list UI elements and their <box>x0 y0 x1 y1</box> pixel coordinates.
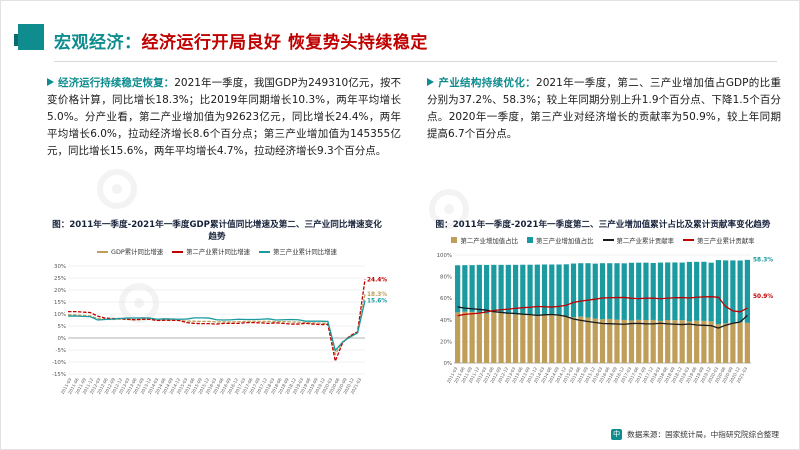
header-divider <box>54 61 777 62</box>
body-columns: 经济运行持续稳定恢复：2021年一季度，我国GDP为249310亿元，按不变价格… <box>47 75 781 160</box>
legend-label: 第二产业增加值占比 <box>460 236 518 245</box>
page-title-main: 经济运行开局良好 恢复势头持续稳定 <box>141 33 428 53</box>
svg-text:58.3%: 58.3% <box>753 257 773 263</box>
legend-item: 第二产业增加值占比 <box>451 236 518 245</box>
page-title: 宏观经济：经济运行开局良好 恢复势头持续稳定 <box>54 28 428 53</box>
legend-line-icon <box>172 250 184 253</box>
paragraph-economy: 经济运行持续稳定恢复：2021年一季度，我国GDP为249310亿元，按不变价格… <box>47 75 401 160</box>
data-source-text: 数据来源：国家统计局，中指研究院综合整理 <box>627 430 779 439</box>
legend-item: 第三产业累计贡献率 <box>683 236 755 245</box>
chart-gdp-growth-title: 图：2011年一季度-2021年一季度GDP累计值同比增速及第二、三产业同比增速… <box>52 220 382 242</box>
title-accent-square <box>18 24 44 50</box>
gdp-growth-line-chart: -15%-10%-5%0%5%10%15%20%25%30%2011-03201… <box>52 264 387 395</box>
legend-item: 第三产业累计同比增速 <box>259 247 337 256</box>
chart-gdp-growth-legend: GDP累计同比增速 第二产业累计同比增速 第三产业累计同比增速 <box>35 246 399 257</box>
legend-line-icon <box>97 250 109 253</box>
arrow-bullet-icon <box>47 78 54 86</box>
legend-line-icon <box>602 239 614 242</box>
chart-gdp-growth: 图：2011年一季度-2021年一季度GDP累计值同比增速及第二、三产业同比增速… <box>35 220 399 410</box>
legend-line-icon <box>259 250 271 253</box>
svg-text:-15%: -15% <box>52 372 66 378</box>
svg-text:5%: 5% <box>57 324 66 330</box>
legend-label: 第二产业累计贡献率 <box>616 236 675 245</box>
paragraph-structure-body: 2021年一季度，第二、三产业增加值占GDP的比重分别为37.2%、58.3%；… <box>427 77 782 140</box>
svg-text:-5%: -5% <box>56 348 67 354</box>
svg-text:15.6%: 15.6% <box>367 299 387 305</box>
gear-watermark-icon <box>97 169 137 209</box>
arrow-bullet-icon <box>427 78 434 86</box>
chart-industry-share: 图：2011年一季度-2021年一季度第二、三产业增加值累计占比及累计贡献率变化… <box>421 220 785 410</box>
legend-label: GDP累计同比增速 <box>111 248 164 257</box>
svg-text:15%: 15% <box>54 300 66 306</box>
legend-swatch-icon <box>451 237 458 244</box>
svg-text:30%: 30% <box>54 264 66 270</box>
svg-text:18.3%: 18.3% <box>367 292 387 298</box>
page-title-prefix: 宏观经济： <box>54 33 142 53</box>
svg-text:50.9%: 50.9% <box>753 294 773 300</box>
svg-text:10%: 10% <box>54 312 66 318</box>
svg-text:24.4%: 24.4% <box>367 278 387 284</box>
zhongzhi-logo: 中 <box>611 429 623 440</box>
chart-industry-share-legend: 第二产业增加值占比 第三产业增加值占比 第二产业累计贡献率 第三产业累计贡献率 <box>421 235 785 246</box>
legend-label: 第三产业累计贡献率 <box>697 236 755 245</box>
paragraph-economy-lead: 经济运行持续稳定恢复： <box>58 77 175 89</box>
svg-text:0%: 0% <box>57 336 66 342</box>
paragraph-structure-lead: 产业结构持续优化： <box>438 77 537 89</box>
svg-text:20%: 20% <box>54 288 66 294</box>
svg-text:40%: 40% <box>440 317 452 323</box>
legend-item: GDP累计同比增速 <box>97 247 163 256</box>
svg-text:20%: 20% <box>440 339 452 345</box>
legend-item: 第二产业累计贡献率 <box>602 236 675 245</box>
legend-swatch-icon <box>526 237 533 244</box>
svg-text:25%: 25% <box>54 276 66 282</box>
data-source-row: 中 数据来源：国家统计局，中指研究院综合整理 <box>611 429 779 440</box>
charts-row: 图：2011年一季度-2021年一季度GDP累计值同比增速及第二、三产业同比增速… <box>35 220 785 410</box>
legend-label: 第三产业增加值占比 <box>535 236 594 245</box>
legend-line-icon <box>683 239 695 242</box>
gear-watermark-icon <box>429 189 469 229</box>
legend-item: 第三产业增加值占比 <box>526 236 594 245</box>
legend-label: 第二产业累计同比增速 <box>186 248 251 257</box>
svg-text:-10%: -10% <box>52 360 66 366</box>
chart-industry-share-title: 图：2011年一季度-2021年一季度第二、三产业增加值累计占比及累计贡献率变化… <box>435 220 771 230</box>
svg-text:60%: 60% <box>440 296 452 302</box>
legend-item: 第二产业累计同比增速 <box>172 247 250 256</box>
paragraph-economy-body: 2021年一季度，我国GDP为249310亿元，按不变价格计算，同比增长18.3… <box>47 77 402 157</box>
svg-text:0%: 0% <box>443 361 452 367</box>
industry-share-combo-chart: 0%20%40%60%80%100%2011-032011-062011-092… <box>437 253 774 384</box>
legend-label: 第三产业累计同比增速 <box>273 248 337 257</box>
paragraph-structure: 产业结构持续优化：2021年一季度，第二、三产业增加值占GDP的比重分别为37.… <box>427 75 781 160</box>
svg-text:80%: 80% <box>440 274 452 280</box>
svg-text:100%: 100% <box>437 253 452 259</box>
